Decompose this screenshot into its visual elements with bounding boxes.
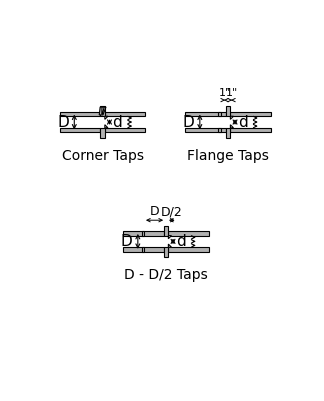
Polygon shape <box>105 116 108 119</box>
Bar <box>100 106 105 116</box>
Bar <box>230 111 271 116</box>
Text: d: d <box>238 115 248 130</box>
Bar <box>218 128 221 132</box>
Text: D: D <box>121 234 133 249</box>
Bar <box>185 111 226 116</box>
Bar <box>123 247 164 252</box>
Bar <box>168 231 209 236</box>
Polygon shape <box>168 244 171 247</box>
Bar <box>226 106 230 116</box>
Bar <box>105 111 145 116</box>
Text: D: D <box>150 205 159 218</box>
Bar <box>100 128 105 138</box>
Bar <box>123 231 164 236</box>
Bar <box>142 247 144 252</box>
Polygon shape <box>168 236 171 239</box>
Bar <box>60 128 100 132</box>
Bar <box>164 247 168 257</box>
Text: d: d <box>112 115 122 130</box>
Polygon shape <box>230 116 234 119</box>
Bar <box>218 112 221 116</box>
Polygon shape <box>102 107 104 114</box>
Text: D/2: D/2 <box>161 205 183 218</box>
Text: D: D <box>183 115 194 130</box>
Bar <box>168 247 209 252</box>
Bar <box>185 128 226 132</box>
Polygon shape <box>230 125 234 128</box>
Text: 1": 1" <box>218 88 231 98</box>
Text: Corner Taps: Corner Taps <box>62 149 144 162</box>
Bar <box>105 128 145 132</box>
Bar <box>230 128 271 132</box>
Bar <box>142 231 144 236</box>
Bar <box>60 111 100 116</box>
Polygon shape <box>105 125 108 128</box>
Bar <box>226 128 230 138</box>
Bar <box>164 226 168 236</box>
Polygon shape <box>99 107 106 115</box>
Text: 1": 1" <box>226 88 238 98</box>
Text: D: D <box>57 115 69 130</box>
Text: Flange Taps: Flange Taps <box>187 149 269 162</box>
Text: d: d <box>176 234 186 249</box>
Text: D - D/2 Taps: D - D/2 Taps <box>124 268 208 282</box>
